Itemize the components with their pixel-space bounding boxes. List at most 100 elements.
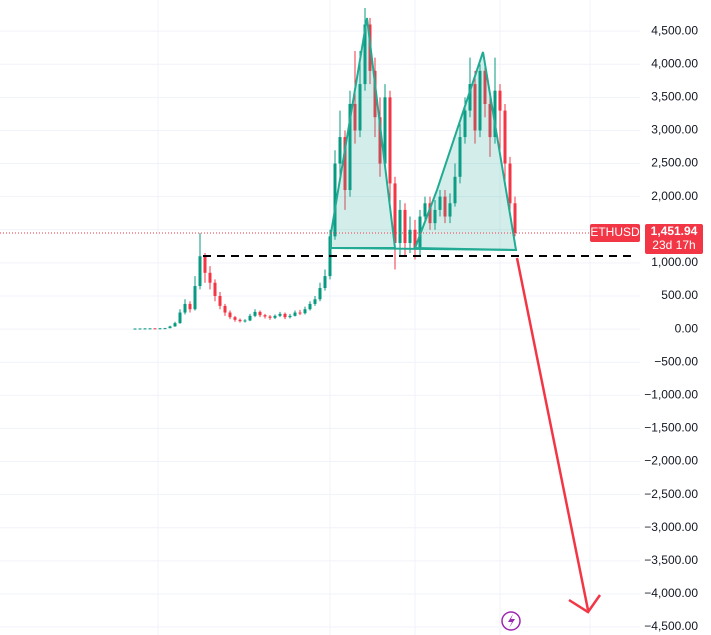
candle-body (363, 24, 367, 85)
candles (133, 7, 517, 330)
candle-body (358, 84, 362, 131)
candle-body (353, 103, 357, 131)
candle-body (378, 117, 382, 164)
candle-body (373, 70, 377, 118)
symbol-label: ETHUSD (590, 225, 640, 239)
candle-body (293, 312, 297, 316)
candle-body (343, 137, 347, 191)
candle-body (138, 328, 142, 330)
candle-body (193, 286, 197, 310)
candle-body (158, 328, 162, 330)
y-tick-label: 2,500.00 (651, 156, 698, 170)
candle-body (388, 97, 392, 184)
y-tick-label: −3,500.00 (644, 553, 698, 567)
candle-body (503, 110, 507, 164)
candle-body (178, 312, 182, 324)
candle-body (463, 110, 467, 138)
candle-body (453, 176, 457, 204)
icon-bolt[interactable] (508, 614, 515, 628)
target-arrowhead (568, 594, 602, 614)
candle-body (448, 203, 452, 217)
y-tick-label: 0.00 (675, 321, 699, 335)
candle-body (303, 309, 307, 314)
candle-body (493, 90, 497, 138)
symbol-badge (590, 224, 640, 242)
candle-body (173, 323, 177, 327)
horizontal-grid (0, 30, 640, 628)
drawings (203, 17, 632, 614)
pattern-base (330, 247, 517, 251)
candle-body (198, 256, 202, 287)
y-tick-label: 1,000.00 (651, 255, 698, 269)
last-price: ETHUSD 1,451.94 23d 17h (0, 224, 703, 254)
candle-body (223, 305, 227, 313)
candle-body (398, 209, 402, 244)
y-tick-label: −4,500.00 (644, 619, 698, 633)
candle-body (473, 84, 477, 131)
candle-body (263, 315, 267, 317)
candle-body (438, 196, 442, 210)
candle-body (323, 276, 327, 289)
y-tick-label: 2,000.00 (651, 189, 698, 203)
y-tick-label: 3,500.00 (651, 90, 698, 104)
candle-body (238, 319, 242, 322)
candle-body (488, 103, 492, 138)
candle-body (188, 303, 192, 310)
candle-body (168, 326, 172, 329)
candle-body (148, 328, 152, 330)
candle-body (433, 209, 437, 224)
countdown-label: 23d 17h (652, 238, 695, 252)
candle-body (218, 295, 222, 306)
candle-body (508, 163, 512, 204)
candle-body (338, 137, 342, 164)
candle-body (283, 313, 287, 318)
candle-body (403, 209, 407, 244)
candle-body (228, 312, 232, 318)
candle-body (413, 229, 417, 250)
candle-body (498, 90, 502, 111)
candle-body (233, 317, 237, 320)
y-tick-label: −1,500.00 (644, 421, 698, 435)
y-tick-label: −3,000.00 (644, 520, 698, 534)
candle-body (163, 328, 167, 330)
y-tick-label: 3,000.00 (651, 123, 698, 137)
candle-body (208, 272, 212, 283)
candle-body (258, 311, 262, 316)
target-arrow (515, 257, 590, 611)
candle-body (248, 315, 252, 321)
candle-body (383, 97, 387, 164)
pattern-peak-right (413, 51, 518, 252)
y-tick-label: −2,500.00 (644, 487, 698, 501)
candle-body (478, 70, 482, 131)
candle-body (268, 316, 272, 318)
candle-body (428, 203, 432, 224)
assistant-icon[interactable] (501, 611, 521, 631)
candle-body (393, 183, 397, 244)
candle-body (133, 328, 137, 330)
candle-body (408, 229, 412, 244)
candle-body (333, 163, 337, 237)
candle-body (288, 315, 292, 318)
price-badge (645, 224, 703, 254)
y-tick-label: −500.00 (654, 354, 698, 368)
candle-body (143, 328, 147, 330)
candle-body (313, 299, 317, 304)
last-price-label: 1,451.94 (651, 224, 698, 238)
y-tick-label: 500.00 (661, 288, 698, 302)
candle-body (253, 311, 257, 316)
candle-body (183, 303, 187, 313)
candle-body (298, 312, 302, 314)
candle-body (203, 256, 207, 273)
candle-body (278, 313, 282, 316)
candle-body (243, 320, 247, 322)
candle-body (318, 288, 322, 300)
candle-body (443, 196, 447, 217)
candle-body (468, 84, 472, 111)
y-tick-label: 4,000.00 (651, 56, 698, 70)
icon-ring[interactable] (501, 611, 521, 631)
candle-body (213, 282, 217, 296)
candle-body (308, 303, 312, 310)
y-tick-label: 4,500.00 (651, 23, 698, 37)
candle-body (483, 70, 487, 104)
price-axis: −4,500.00 −4,000.00 −3,500.00 −3,000.00 −2,5… (644, 23, 698, 633)
